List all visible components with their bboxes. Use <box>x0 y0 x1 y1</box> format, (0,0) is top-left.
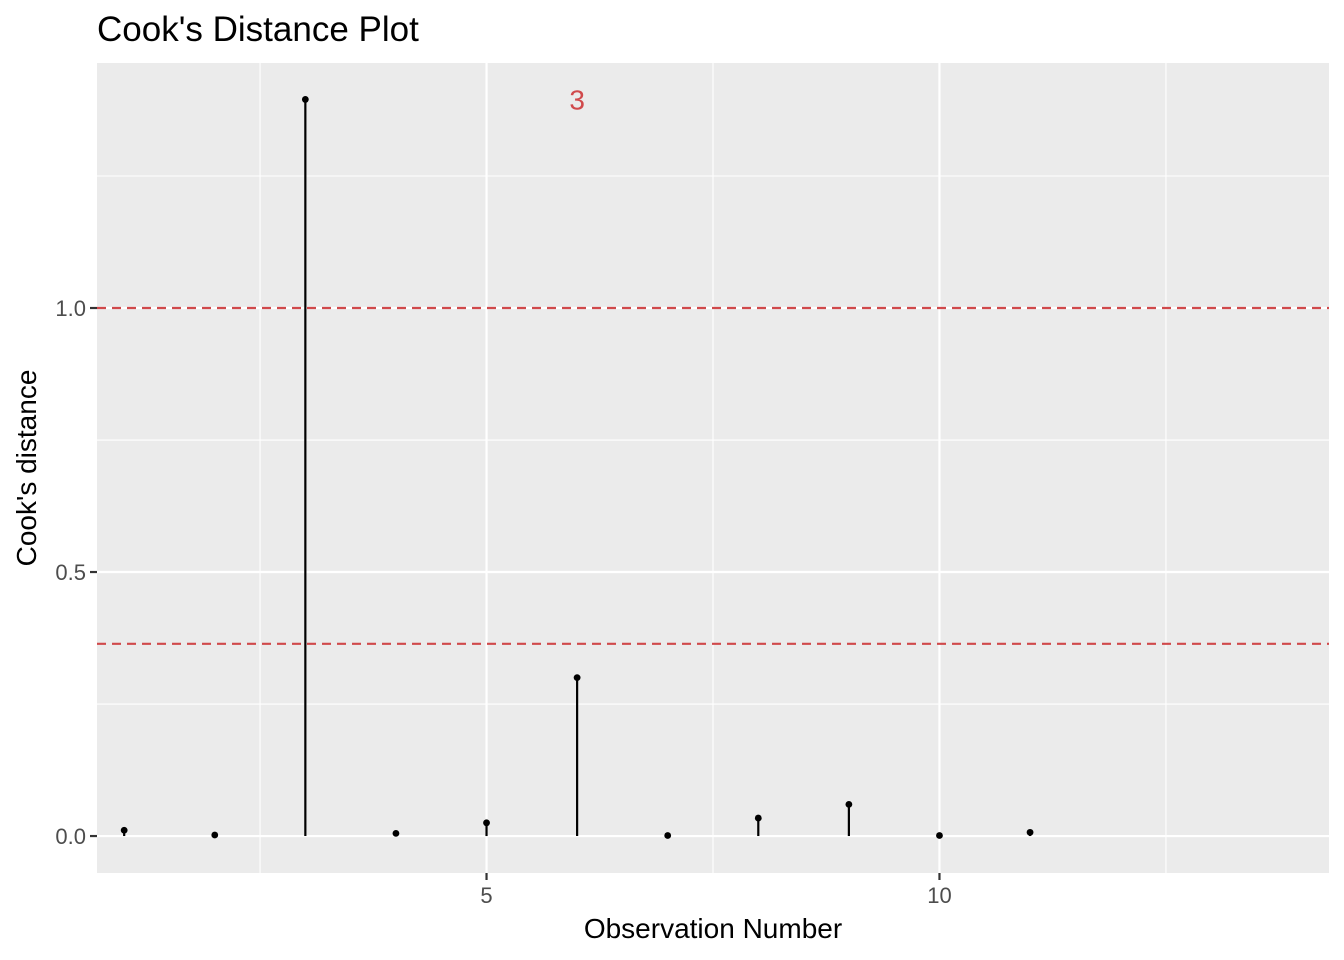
point-obs-11 <box>1026 828 1034 836</box>
point-obs-5 <box>483 819 490 827</box>
lollipop-points <box>120 96 1034 839</box>
x-tick-label: 5 <box>480 883 492 908</box>
y-tick-label: 1.0 <box>55 296 86 321</box>
minor-gridlines <box>97 63 1329 873</box>
y-tick-label: 0.5 <box>55 560 86 585</box>
point-obs-3 <box>301 96 309 103</box>
point-obs-10 <box>936 832 943 839</box>
point-obs-9 <box>845 800 853 808</box>
point-obs-4 <box>392 829 400 837</box>
chart-title: Cook's Distance Plot <box>97 10 419 49</box>
point-obs-7 <box>664 832 672 839</box>
point-obs-8 <box>754 814 762 822</box>
point-obs-6 <box>573 674 581 682</box>
x-axis: 5 10 <box>480 873 952 908</box>
annotation-label: 3 <box>569 84 585 115</box>
y-axis-title: Cook's distance <box>11 370 42 567</box>
y-axis: 0.0 0.5 1.0 <box>55 296 97 849</box>
x-axis-title: Observation Number <box>584 913 842 944</box>
threshold-lines <box>97 306 1329 645</box>
point-obs-2 <box>211 831 219 839</box>
y-tick-label: 0.0 <box>55 824 86 849</box>
point-obs-1 <box>120 826 128 834</box>
point-annotations: 3 <box>569 84 585 115</box>
x-tick-label: 10 <box>927 883 951 908</box>
